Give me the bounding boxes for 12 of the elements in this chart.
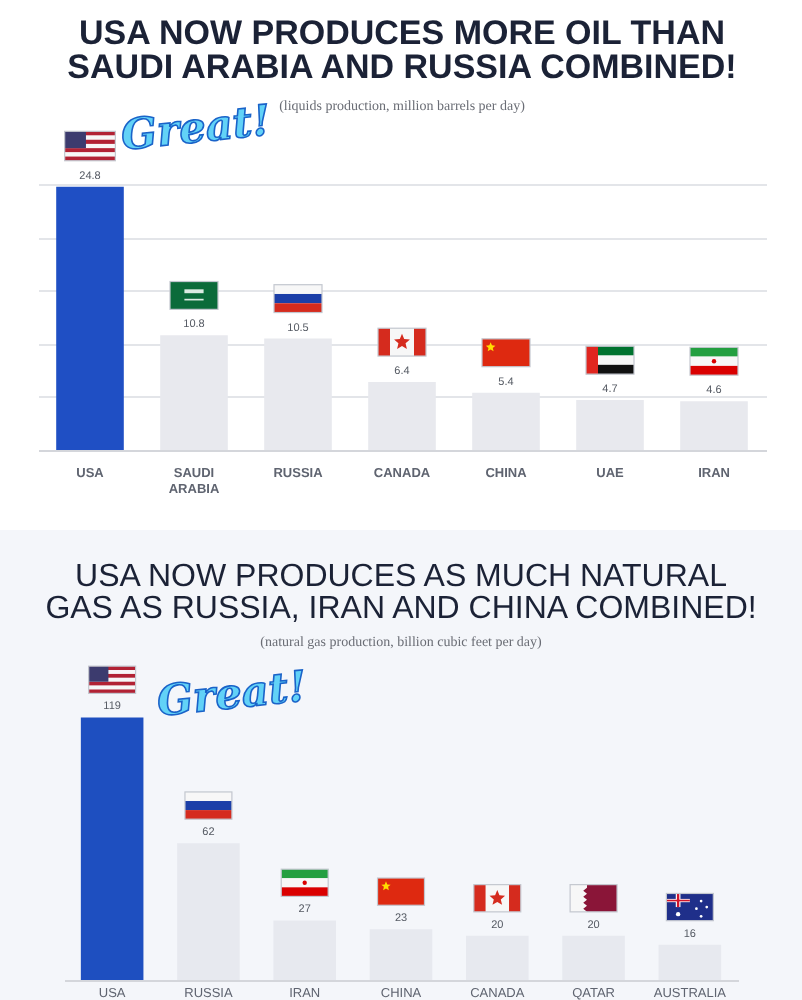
bar [273, 920, 337, 980]
bar [369, 929, 433, 980]
bar [465, 935, 529, 980]
chart-title: USA NOW PRODUCES MORE OIL THAN SAUDI ARABIA AND RUSSIA COMBINED! [67, 14, 737, 87]
text: Great! [118, 94, 273, 160]
chart-title: USA NOW PRODUCES AS MUCH NATURAL GAS AS RUSSIA, IRAN AND CHINA COMBINED! [45, 560, 757, 626]
bar [80, 717, 144, 980]
bar [562, 935, 625, 980]
bar [177, 843, 240, 980]
annotation: Great! [154, 660, 309, 726]
bar [56, 186, 124, 450]
bar [658, 944, 722, 980]
